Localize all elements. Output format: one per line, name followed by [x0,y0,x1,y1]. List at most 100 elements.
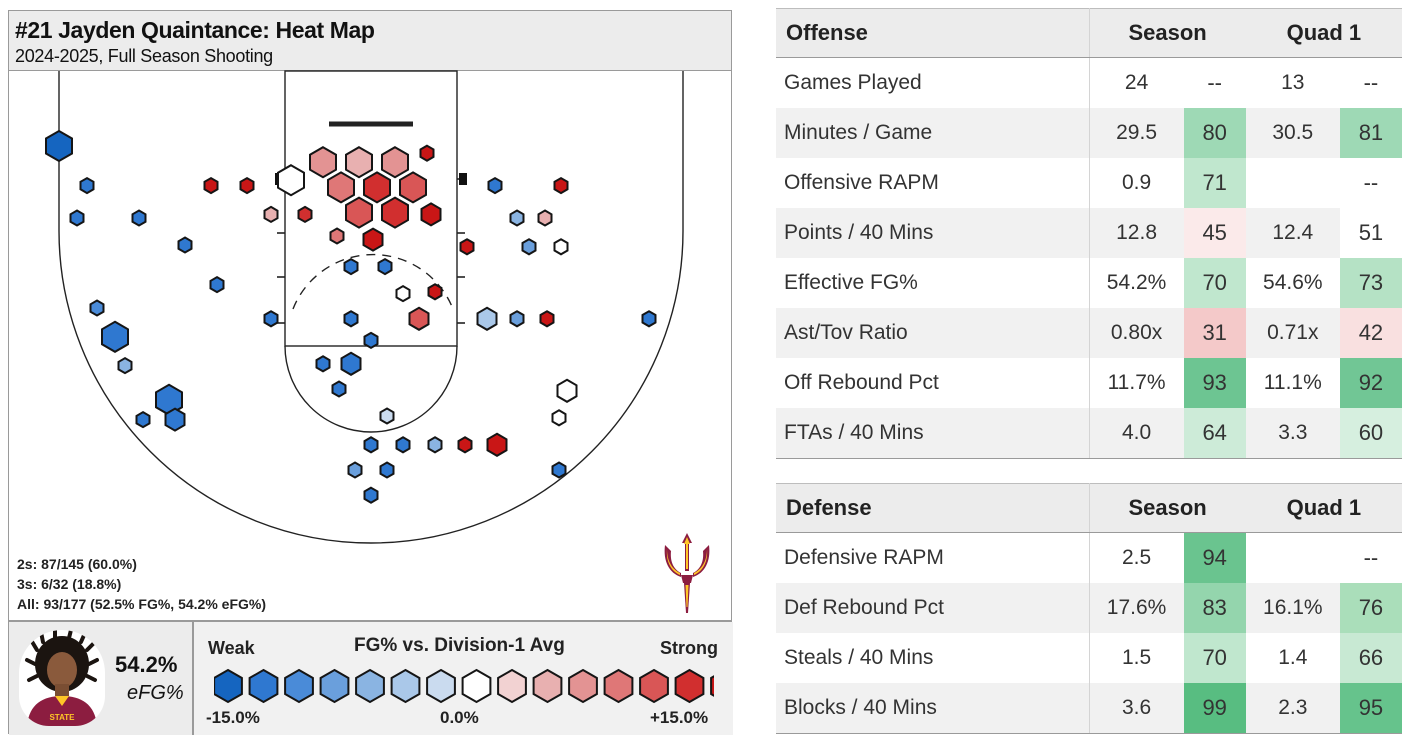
stat-label: FTAs / 40 Mins [776,408,1090,459]
stat-label: Offensive RAPM [776,158,1090,208]
legend-hex [355,668,385,704]
stat-label: Steals / 40 Mins [776,633,1090,683]
shot-hex [408,306,430,331]
season-percentile: -- [1207,70,1223,95]
shot-hex [164,407,186,432]
legend-hex [497,668,527,704]
shot-hex [381,146,409,179]
shot-hexes [45,129,657,504]
defense-header-row: Defense Season Quad 1 [776,483,1402,533]
legend-hex-scale [214,668,714,704]
season-percentile: 93 [1183,358,1246,408]
legend-hex [284,668,314,704]
quad-value: 12.4 [1245,208,1340,258]
shot-hex [379,461,395,479]
season-percentile: 83 [1183,583,1246,633]
season-value: 54.2% [1106,271,1167,294]
shot-hex [69,209,85,227]
season-value: 12.8 [1089,208,1184,258]
card-header: #21 Jayden Quaintance: Heat Map 2024-202… [9,11,731,71]
quad-percentile: 51 [1339,208,1402,258]
shot-hex [419,144,435,162]
season-percentile: 94 [1183,532,1246,583]
quad-value [1246,533,1340,584]
shot-hex [79,176,95,195]
shot-hex [551,409,567,427]
shot-hex [327,171,355,204]
shot-hex [331,380,347,398]
shot-hex [263,205,279,224]
stat-row: Blocks / 40 Mins 3.6 99 2.3 95 [776,683,1402,734]
stat-row: Minutes / Game 29.5 80 30.5 81 [776,108,1402,158]
three-point-arc [58,230,684,544]
quad-percentile: 95 [1339,683,1402,734]
quad-value: 3.3 [1245,408,1340,459]
shot-hex [395,284,411,303]
efg-value: 54.2% [115,652,178,677]
lane-hash-marks [277,178,465,324]
shot-hex [486,432,508,457]
free-throw-circle-top [292,253,454,310]
season-percentile: 45 [1183,208,1246,258]
shot-hex [239,176,255,195]
legend-hex [248,668,279,704]
shot-hex [315,355,331,373]
free-throw-circle-bottom [284,345,458,433]
shot-hex [277,164,305,197]
season-value: 2.5 [1121,546,1152,569]
shot-hex [459,238,475,256]
shot-hex [343,310,359,328]
quad-percentile: 81 [1339,108,1402,158]
shot-hex [377,257,393,276]
season-percentile: 80 [1183,108,1246,158]
shot-hex [89,299,105,317]
shot-hex [521,238,537,256]
shot-hex [457,436,473,454]
block-right [459,173,467,185]
shot-hex [363,171,391,204]
shot-hex [539,310,555,328]
legend-min-label: -15.0% [206,708,260,727]
stat-label: Effective FG% [776,258,1090,308]
shot-hex [553,238,569,256]
twos-summary: 2s: 87/145 (60.0%) [17,556,137,572]
shot-hex [427,283,443,301]
shot-hex [203,176,219,195]
quad-percentile: -- [1363,545,1379,570]
quad-value: 13 [1281,71,1305,94]
stat-label: Ast/Tov Ratio [776,308,1090,358]
legend-hex [461,668,492,704]
quad-value: 0.71x [1245,308,1340,358]
legend-hex [639,668,669,704]
stat-label: Off Rebound Pct [776,358,1090,408]
shot-hex [263,310,279,328]
quad-value: 30.5 [1245,108,1340,158]
season-value: 11.7% [1107,371,1166,394]
shot-hex [347,461,363,479]
legend-hex [426,668,456,704]
shot-hex [395,436,411,454]
pitchfork-logo-icon [664,533,710,613]
quad-value: 1.4 [1278,646,1308,669]
defense-table: Defense Season Quad 1 Defensive RAPM 2.5 9… [776,483,1402,734]
stat-row: Effective FG% 54.2% 70 54.6% 73 [776,258,1402,308]
legend-hex [390,668,421,704]
stat-row: Games Played 24 -- 13 -- [776,57,1402,108]
quad-percentile: 66 [1339,633,1402,683]
shot-hex [101,320,129,353]
legend-hex [319,668,350,704]
shot-hex [345,146,373,179]
shot-hex [427,436,443,454]
all-summary: All: 93/177 (52.5% FG%, 54.2% eFG%) [17,596,266,612]
shot-hex [363,331,379,350]
shot-hex [537,209,553,227]
stat-row: Offensive RAPM 0.9 71 -- [776,158,1402,208]
quad-value [1246,158,1340,208]
legend-hex [674,668,705,704]
offense-header: Offense [776,8,1090,58]
legend-title: FG% vs. Division-1 Avg [354,635,565,656]
quad-value: 11.1% [1263,371,1322,394]
quad-percentile: 42 [1339,308,1402,358]
shot-hex [135,410,151,429]
season-value: 29.5 [1089,108,1184,158]
